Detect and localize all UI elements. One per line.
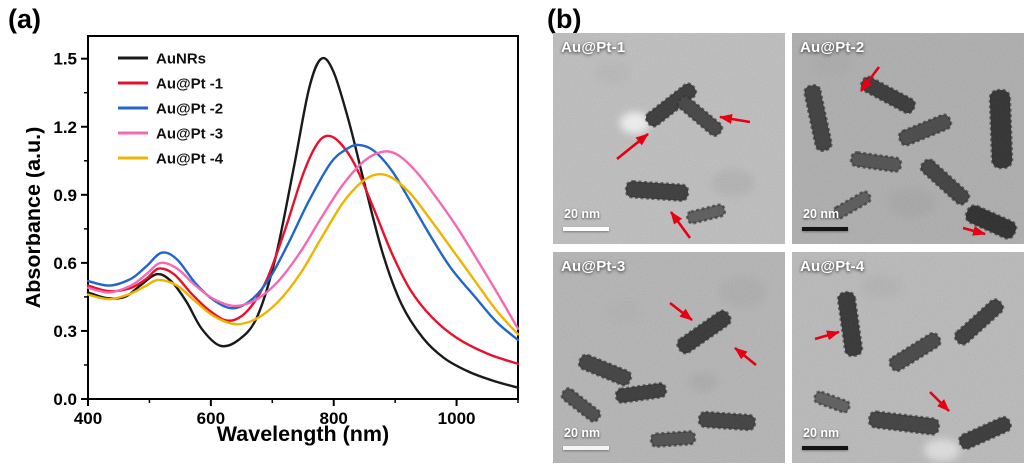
- scalebar-label: 20 nm: [803, 426, 840, 440]
- y-tick-label: 0.9: [53, 186, 77, 205]
- scalebar: [802, 227, 848, 231]
- scalebar-label: 20 nm: [564, 426, 601, 440]
- tem-panel-label: Au@Pt-2: [800, 39, 865, 56]
- annotation-arrow: [814, 330, 840, 341]
- scalebar: [802, 446, 848, 450]
- tem-micrograph-3: [553, 252, 785, 463]
- absorbance-chart: 400 600 800 1000 0.0 0.3 0.6 0.9 1.2 1.5 Wavelengt…: [26, 35, 520, 446]
- y-tick-label: 0.6: [53, 254, 77, 273]
- panel-b-label: (b): [547, 4, 582, 34]
- tem-micrograph-4: [792, 252, 1024, 463]
- tem-image-au-pt-2: Au@Pt-2 20 nm: [792, 33, 1024, 244]
- scalebar: [563, 227, 609, 231]
- x-tick-label: 800: [320, 409, 348, 428]
- tem-panel-label: Au@Pt-4: [800, 258, 865, 275]
- plot-frame: [87, 35, 519, 400]
- y-tick-label: 1.2: [53, 118, 77, 137]
- x-tick-label: 600: [197, 409, 225, 428]
- x-tick-label: 400: [74, 409, 102, 428]
- scalebar-label: 20 nm: [564, 207, 601, 221]
- scalebar: [563, 446, 609, 450]
- y-tick-label: 1.5: [53, 50, 77, 69]
- y-axis-title: Absorbance (a.u.): [26, 127, 45, 309]
- legend-label: Au@Pt -2: [156, 101, 223, 118]
- legend-label: Au@Pt -1: [156, 76, 223, 93]
- annotation-arrow: [719, 114, 751, 124]
- spectrum-curve: [86, 150, 520, 330]
- x-tick-label: 1000: [438, 409, 476, 428]
- scalebar-label: 20 nm: [803, 207, 840, 221]
- annotation-arrow: [669, 301, 693, 322]
- spectrum-curve: [86, 56, 520, 389]
- legend-label: Au@Pt -3: [156, 126, 223, 143]
- tem-image-au-pt-3: Au@Pt-3 20 nm: [553, 252, 785, 463]
- tem-micrograph-2: [792, 33, 1024, 244]
- film-grain-overlay: [792, 33, 1024, 244]
- spectrum-curve: [86, 172, 520, 336]
- tem-micrograph-1: [553, 33, 785, 244]
- tem-image-grid: Au@Pt-1 20 nm Au@Pt-2 20 nm Au@Pt-3 20 n…: [553, 33, 1024, 463]
- tem-image-au-pt-1: Au@Pt-1 20 nm: [553, 33, 785, 244]
- spectrum-curve: [86, 134, 520, 366]
- annotation-arrow: [962, 226, 986, 236]
- annotation-arrow: [734, 346, 757, 367]
- annotation-arrow: [616, 132, 649, 161]
- spectrum-curve: [86, 143, 520, 342]
- legend-label: AuNRs: [156, 51, 206, 68]
- annotation-arrow: [859, 66, 881, 92]
- film-grain-overlay: [792, 252, 1024, 463]
- annotation-arrow: [929, 391, 950, 412]
- panel-a-label: (a): [8, 4, 41, 34]
- annotation-arrow: [669, 211, 692, 239]
- x-axis-title: Wavelength (nm): [217, 422, 389, 446]
- y-tick-label: 0.3: [53, 322, 77, 341]
- y-tick-label: 0.0: [53, 390, 77, 409]
- film-grain-overlay: [553, 33, 785, 244]
- tem-image-au-pt-4: Au@Pt-4 20 nm: [792, 252, 1024, 463]
- tem-panel-label: Au@Pt-3: [561, 258, 626, 275]
- legend-label: Au@Pt -4: [156, 151, 224, 168]
- tem-panel-label: Au@Pt-1: [561, 39, 626, 56]
